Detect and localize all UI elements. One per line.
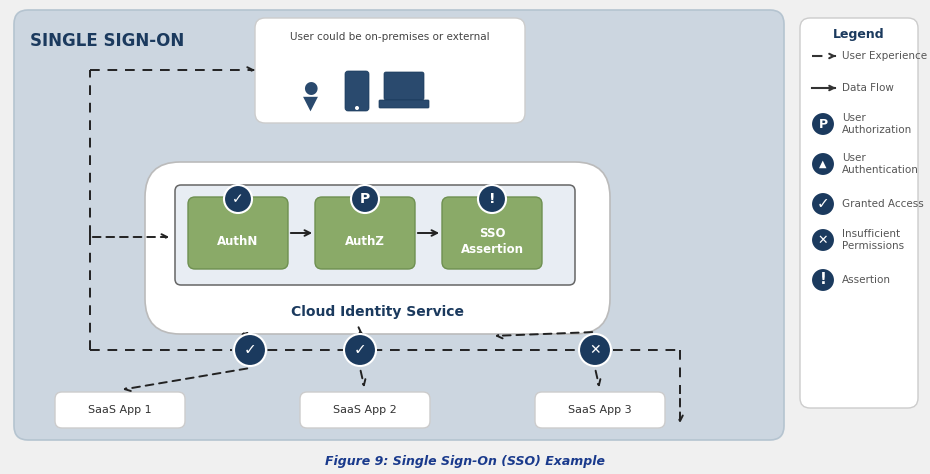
Circle shape — [811, 268, 835, 292]
Text: ●: ● — [303, 79, 317, 97]
Text: Figure 9: Single Sign-On (SSO) Example: Figure 9: Single Sign-On (SSO) Example — [325, 456, 605, 468]
Text: ▼: ▼ — [302, 93, 317, 112]
FancyBboxPatch shape — [255, 18, 525, 123]
Circle shape — [224, 185, 252, 213]
Text: ✓: ✓ — [232, 192, 244, 206]
Text: ✓: ✓ — [353, 343, 366, 357]
Circle shape — [478, 185, 506, 213]
FancyBboxPatch shape — [14, 10, 784, 440]
Text: User
Authentication: User Authentication — [842, 153, 919, 175]
Text: SaaS App 1: SaaS App 1 — [88, 405, 152, 415]
FancyBboxPatch shape — [145, 162, 610, 334]
Circle shape — [811, 152, 835, 176]
Text: ✓: ✓ — [244, 343, 257, 357]
Text: ✕: ✕ — [817, 234, 829, 246]
Circle shape — [579, 334, 611, 366]
Text: P: P — [818, 118, 828, 130]
Text: User
Authorization: User Authorization — [842, 113, 912, 135]
FancyBboxPatch shape — [188, 197, 288, 269]
Circle shape — [351, 185, 379, 213]
Circle shape — [811, 192, 835, 216]
Text: User could be on-premises or external: User could be on-premises or external — [290, 32, 490, 42]
Text: User Experience: User Experience — [842, 51, 927, 61]
Text: Legend: Legend — [833, 27, 884, 40]
Text: Insufficient
Permissions: Insufficient Permissions — [842, 229, 904, 251]
Text: ✓: ✓ — [817, 197, 830, 211]
Text: ▲: ▲ — [819, 159, 827, 169]
Text: Assertion: Assertion — [842, 275, 891, 285]
Text: AuthZ: AuthZ — [345, 235, 385, 247]
FancyBboxPatch shape — [535, 392, 665, 428]
Text: P: P — [360, 192, 370, 206]
Circle shape — [234, 334, 266, 366]
Circle shape — [355, 106, 359, 110]
Circle shape — [344, 334, 376, 366]
Circle shape — [811, 228, 835, 252]
Text: ✕: ✕ — [590, 343, 601, 357]
FancyBboxPatch shape — [300, 392, 430, 428]
Text: SINGLE SIGN-ON: SINGLE SIGN-ON — [30, 32, 184, 50]
FancyBboxPatch shape — [345, 71, 369, 111]
Text: !: ! — [489, 192, 496, 206]
Text: Cloud Identity Service: Cloud Identity Service — [291, 305, 464, 319]
Text: SSO
Assertion: SSO Assertion — [460, 227, 524, 255]
Text: Data Flow: Data Flow — [842, 83, 894, 93]
Text: AuthN: AuthN — [218, 235, 259, 247]
FancyBboxPatch shape — [315, 197, 415, 269]
FancyBboxPatch shape — [55, 392, 185, 428]
Circle shape — [811, 112, 835, 136]
FancyBboxPatch shape — [800, 18, 918, 408]
FancyBboxPatch shape — [175, 185, 575, 285]
FancyBboxPatch shape — [379, 100, 429, 108]
FancyBboxPatch shape — [384, 72, 424, 100]
Text: !: ! — [819, 273, 827, 288]
FancyBboxPatch shape — [442, 197, 542, 269]
Text: SaaS App 2: SaaS App 2 — [333, 405, 397, 415]
Text: Granted Access: Granted Access — [842, 199, 923, 209]
Text: SaaS App 3: SaaS App 3 — [568, 405, 631, 415]
